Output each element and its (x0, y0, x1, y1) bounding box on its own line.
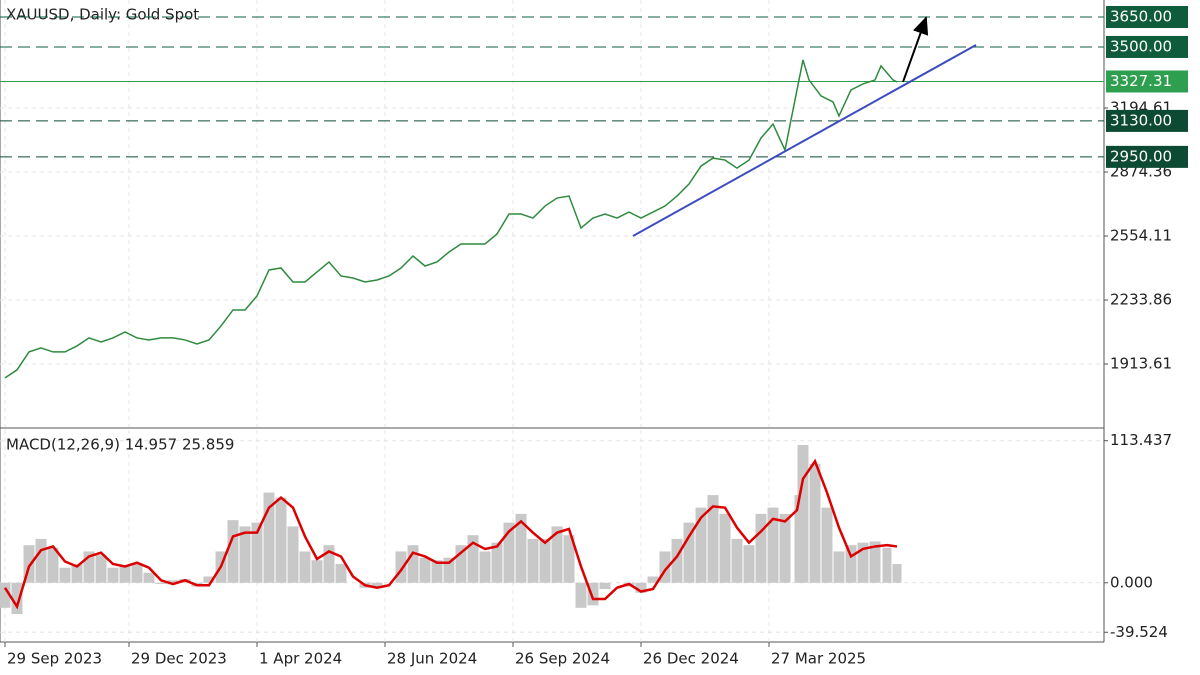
histogram-bar (311, 560, 323, 583)
histogram-bar (131, 563, 143, 583)
histogram-bar (155, 582, 167, 585)
histogram-bar (275, 497, 287, 583)
histogram-bar (857, 542, 869, 583)
histogram-bar (455, 545, 467, 583)
histogram-bar (503, 522, 515, 583)
histogram-bar (882, 547, 892, 583)
histogram-bar (263, 492, 275, 583)
y-tick-label: 113.437 (1110, 431, 1172, 449)
histogram-bar (755, 513, 767, 583)
histogram-bar (467, 535, 479, 583)
histogram-bar (707, 495, 719, 583)
histogram-bar (797, 445, 809, 583)
histogram-bar (287, 526, 299, 583)
histogram-bar (599, 582, 611, 590)
histogram-bar (395, 551, 407, 583)
histogram-bar (323, 545, 335, 583)
histogram-bar (539, 538, 551, 583)
histogram-bar (671, 538, 683, 583)
histogram-bar (647, 576, 659, 583)
histogram-bar (731, 538, 743, 583)
histogram-bar (203, 576, 215, 583)
histogram-bar (563, 535, 575, 583)
histogram-bar (0, 582, 11, 608)
histogram-bar (83, 551, 95, 583)
histogram-bar (845, 545, 857, 583)
histogram-bar (575, 582, 587, 608)
x-tick-label: 26 Dec 2024 (643, 650, 739, 668)
histogram-bar (251, 522, 263, 583)
x-tick-label: 26 Sep 2024 (515, 650, 610, 668)
histogram-bar (695, 507, 707, 583)
histogram-bar (743, 545, 755, 583)
x-tick-label: 29 Sep 2023 (7, 650, 102, 668)
histogram-bar (23, 545, 35, 583)
level-label: 3650.00 (1110, 7, 1172, 25)
panel-title: XAUUSD, Daily: Gold Spot (6, 6, 199, 24)
histogram-bar (833, 551, 845, 583)
histogram-bar (11, 582, 23, 615)
histogram-bar (95, 555, 107, 583)
histogram-bar (719, 513, 731, 583)
histogram-bar (821, 507, 833, 583)
signal-line (3, 458, 898, 610)
histogram-bar (119, 565, 131, 583)
y-tick-label: -39.524 (1110, 623, 1168, 641)
level-label-box (1106, 145, 1188, 168)
histogram-bar (407, 545, 419, 583)
histogram-bar (47, 547, 59, 583)
histogram-bar (683, 522, 695, 583)
histogram-bar (779, 513, 791, 583)
histogram-bar (869, 541, 881, 583)
x-tick-label: 28 Jun 2024 (387, 650, 477, 668)
x-tick-label: 1 Apr 2024 (259, 650, 342, 668)
histogram-bar (551, 526, 563, 583)
level-label-box (1106, 109, 1188, 132)
level-label-box (1106, 5, 1188, 28)
level-label: 3130.00 (1110, 111, 1172, 129)
histogram-bar (107, 567, 119, 583)
histogram-bar (59, 567, 71, 583)
histogram-bar (299, 551, 311, 583)
histogram-bar (479, 551, 491, 583)
histogram-bar (767, 507, 779, 583)
histogram-bar (239, 526, 251, 583)
histogram-bar (635, 582, 647, 593)
level-label: 3500.00 (1110, 37, 1172, 55)
histogram-bar (809, 463, 821, 583)
x-tick-label: 29 Dec 2023 (131, 650, 227, 668)
level-label-box (1106, 35, 1188, 58)
histogram-bar (71, 563, 83, 583)
histogram-bar (227, 520, 239, 583)
histogram-bar (659, 551, 671, 583)
histogram-bar (515, 513, 527, 583)
panel-title: MACD(12,26,9) 14.957 25.859 (6, 436, 234, 454)
level-label-box (1106, 70, 1188, 93)
histogram-bar (491, 542, 503, 583)
x-tick-label: 27 Mar 2025 (771, 650, 866, 668)
histogram-bar (371, 582, 383, 587)
y-tick-label: 0.000 (1110, 573, 1153, 591)
price-line (4, 59, 898, 379)
level-label: 3327.31 (1110, 72, 1172, 90)
histogram-bar (431, 560, 443, 583)
arrow (902, 16, 929, 83)
y-tick-label: 2554.11 (1110, 226, 1172, 244)
level-label: 2950.00 (1110, 147, 1172, 165)
histogram-bar (419, 557, 431, 583)
histogram-bar (335, 563, 347, 583)
histogram-bar (167, 580, 179, 583)
y-tick-label: 1913.61 (1110, 354, 1172, 372)
y-tick-label: 2233.86 (1110, 290, 1172, 308)
histogram-bar (143, 572, 155, 583)
histogram-bar (794, 495, 800, 583)
trendline (632, 44, 977, 237)
histogram-bar (527, 538, 539, 583)
histogram-bar (892, 563, 902, 583)
histogram-bar (443, 557, 455, 583)
histogram-bar (587, 582, 599, 606)
histogram-bar (35, 538, 47, 583)
